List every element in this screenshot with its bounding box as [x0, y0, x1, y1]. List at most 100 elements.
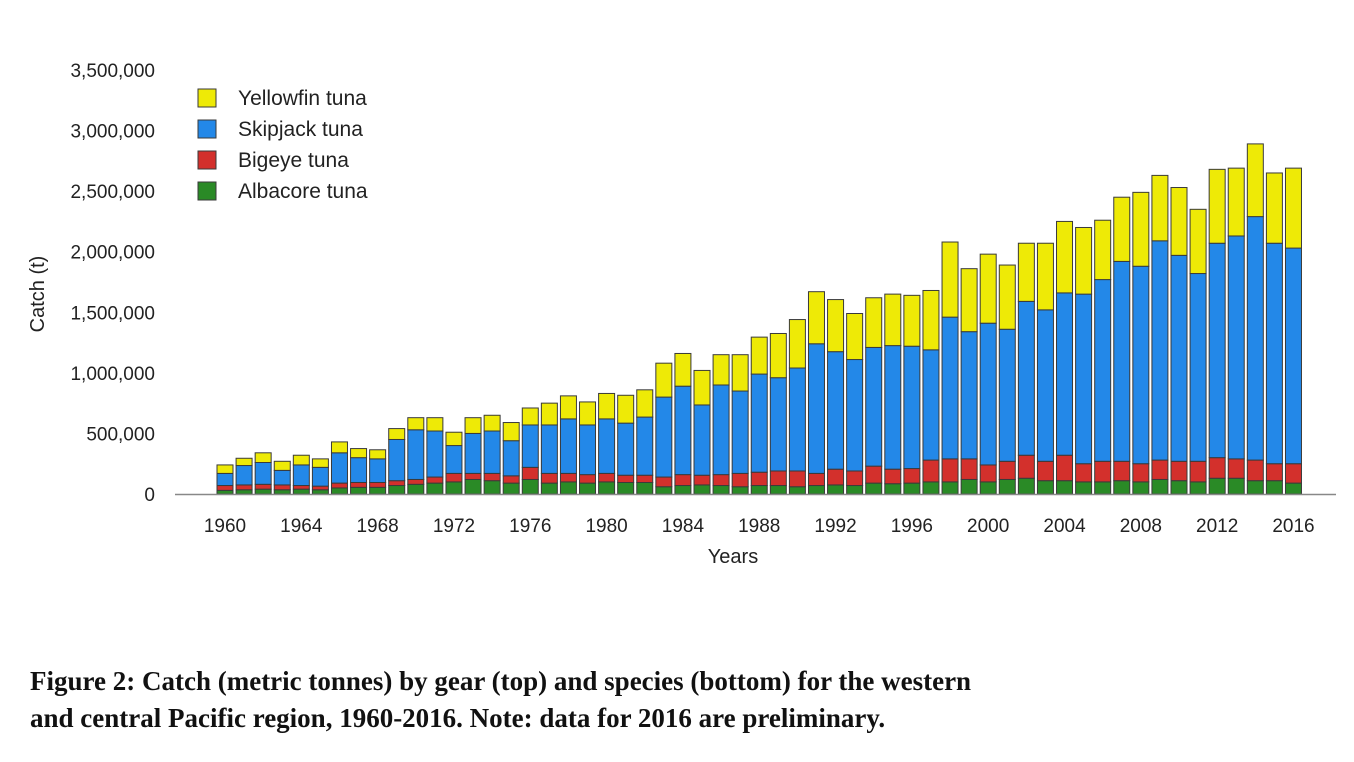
bar-albacore-2014: [1246, 480, 1264, 495]
bar-albacore-2003: [1036, 480, 1054, 495]
bar-skipjack-1998: [941, 316, 959, 460]
bar-albacore-1972: [445, 481, 463, 495]
bar-stack-1963: [273, 460, 291, 495]
bar-bigeye-2010: [1170, 460, 1188, 482]
bar-stack-2003: [1036, 242, 1054, 495]
bar-stack-2004: [1056, 220, 1074, 495]
bar-skipjack-2010: [1170, 254, 1188, 462]
bar-stack-2015: [1265, 172, 1283, 495]
bar-bigeye-1962: [254, 483, 272, 490]
bar-skipjack-2007: [1113, 260, 1131, 462]
bar-albacore-1960: [216, 489, 234, 495]
bar-yellowfin-1961: [235, 457, 253, 467]
bar-yellowfin-1979: [579, 401, 597, 426]
bar-stack-2013: [1227, 167, 1245, 495]
bar-bigeye-1995: [884, 468, 902, 485]
bar-bigeye-1969: [388, 480, 406, 487]
bar-bigeye-1968: [369, 481, 387, 488]
bar-yellowfin-1984: [674, 352, 692, 387]
bar-stack-1960: [216, 464, 234, 495]
figure-caption: Figure 2: Catch (metric tonnes) by gear …: [30, 663, 1330, 737]
bar-skipjack-1975: [502, 440, 520, 477]
bar-albacore-2012: [1208, 477, 1226, 495]
bar-yellowfin-1963: [273, 460, 291, 471]
bar-albacore-2000: [979, 481, 997, 495]
bar-yellowfin-1970: [407, 417, 425, 431]
bar-yellowfin-2007: [1113, 196, 1131, 262]
bar-bigeye-2009: [1151, 459, 1169, 480]
bar-skipjack-1974: [483, 430, 501, 474]
bar-bigeye-2005: [1075, 463, 1093, 483]
bar-skipjack-1985: [693, 404, 711, 476]
y-tick-label: 1,500,000: [70, 303, 155, 324]
bar-bigeye-1993: [846, 470, 864, 487]
bar-yellowfin-2014: [1246, 143, 1264, 218]
bar-stack-1978: [559, 395, 577, 495]
bar-yellowfin-1995: [884, 293, 902, 347]
bar-stack-1965: [311, 458, 329, 495]
bar-bigeye-1966: [330, 482, 348, 489]
bar-albacore-2008: [1132, 481, 1150, 495]
legend-swatch-bigeye: [197, 150, 217, 170]
bar-skipjack-1971: [426, 430, 444, 478]
bar-bigeye-1989: [769, 470, 787, 487]
x-axis-label: Years: [708, 546, 758, 568]
x-tick-label: 1988: [738, 516, 780, 537]
bar-stack-1970: [407, 417, 425, 495]
bar-yellowfin-2016: [1284, 167, 1302, 249]
bar-bigeye-1978: [559, 472, 577, 483]
bar-albacore-2013: [1227, 477, 1245, 495]
bar-bigeye-2014: [1246, 459, 1264, 482]
bar-yellowfin-1967: [350, 448, 368, 459]
bar-skipjack-1962: [254, 462, 272, 485]
x-tick-label: 2000: [967, 516, 1009, 537]
bar-albacore-1977: [540, 482, 558, 495]
bar-stack-2011: [1189, 208, 1207, 495]
bar-bigeye-1997: [922, 459, 940, 483]
bar-skipjack-2003: [1036, 309, 1054, 462]
y-tick-label: 2,000,000: [70, 243, 155, 264]
bar-albacore-1961: [235, 489, 253, 495]
bar-skipjack-2000: [979, 322, 997, 466]
bar-stack-1966: [330, 441, 348, 495]
bar-yellowfin-1975: [502, 422, 520, 442]
bar-yellowfin-2001: [998, 264, 1016, 330]
legend-label-yellowfin: Yellowfin tuna: [238, 87, 367, 110]
bar-bigeye-2007: [1113, 460, 1131, 482]
bar-bigeye-2004: [1056, 454, 1074, 482]
bar-stack-1982: [636, 389, 654, 495]
bar-yellowfin-2015: [1265, 172, 1283, 244]
bar-bigeye-1999: [960, 458, 978, 480]
bar-skipjack-1990: [788, 367, 806, 472]
bar-albacore-2007: [1113, 480, 1131, 495]
bar-bigeye-1973: [464, 472, 482, 480]
bar-bigeye-1974: [483, 472, 501, 482]
bar-yellowfin-1971: [426, 417, 444, 432]
bar-albacore-1992: [827, 484, 845, 495]
bar-yellowfin-2000: [979, 253, 997, 324]
bar-stack-2002: [1017, 242, 1035, 495]
bar-stack-1973: [464, 417, 482, 495]
bar-skipjack-2011: [1189, 273, 1207, 462]
y-tick-label: 2,500,000: [70, 182, 155, 203]
legend-label-albacore: Albacore tuna: [238, 180, 368, 203]
bar-bigeye-2003: [1036, 460, 1054, 482]
bar-yellowfin-1987: [731, 354, 749, 392]
bar-skipjack-1963: [273, 469, 291, 486]
bar-stack-2007: [1113, 196, 1131, 495]
bar-bigeye-1960: [216, 485, 234, 491]
bar-stack-1983: [655, 362, 673, 495]
bar-stack-1964: [292, 454, 310, 495]
bar-yellowfin-1974: [483, 414, 501, 432]
bar-albacore-1966: [330, 487, 348, 495]
bar-skipjack-1996: [903, 345, 921, 470]
bar-skipjack-1966: [330, 452, 348, 484]
bar-albacore-1963: [273, 489, 291, 495]
bar-albacore-1982: [636, 481, 654, 495]
caption-line-1: Figure 2: Catch (metric tonnes) by gear …: [30, 666, 972, 696]
bar-yellowfin-2013: [1227, 167, 1245, 237]
bar-stack-2009: [1151, 174, 1169, 495]
bar-albacore-1979: [579, 482, 597, 495]
bar-skipjack-2006: [1094, 279, 1112, 462]
bar-stack-2005: [1075, 226, 1093, 495]
